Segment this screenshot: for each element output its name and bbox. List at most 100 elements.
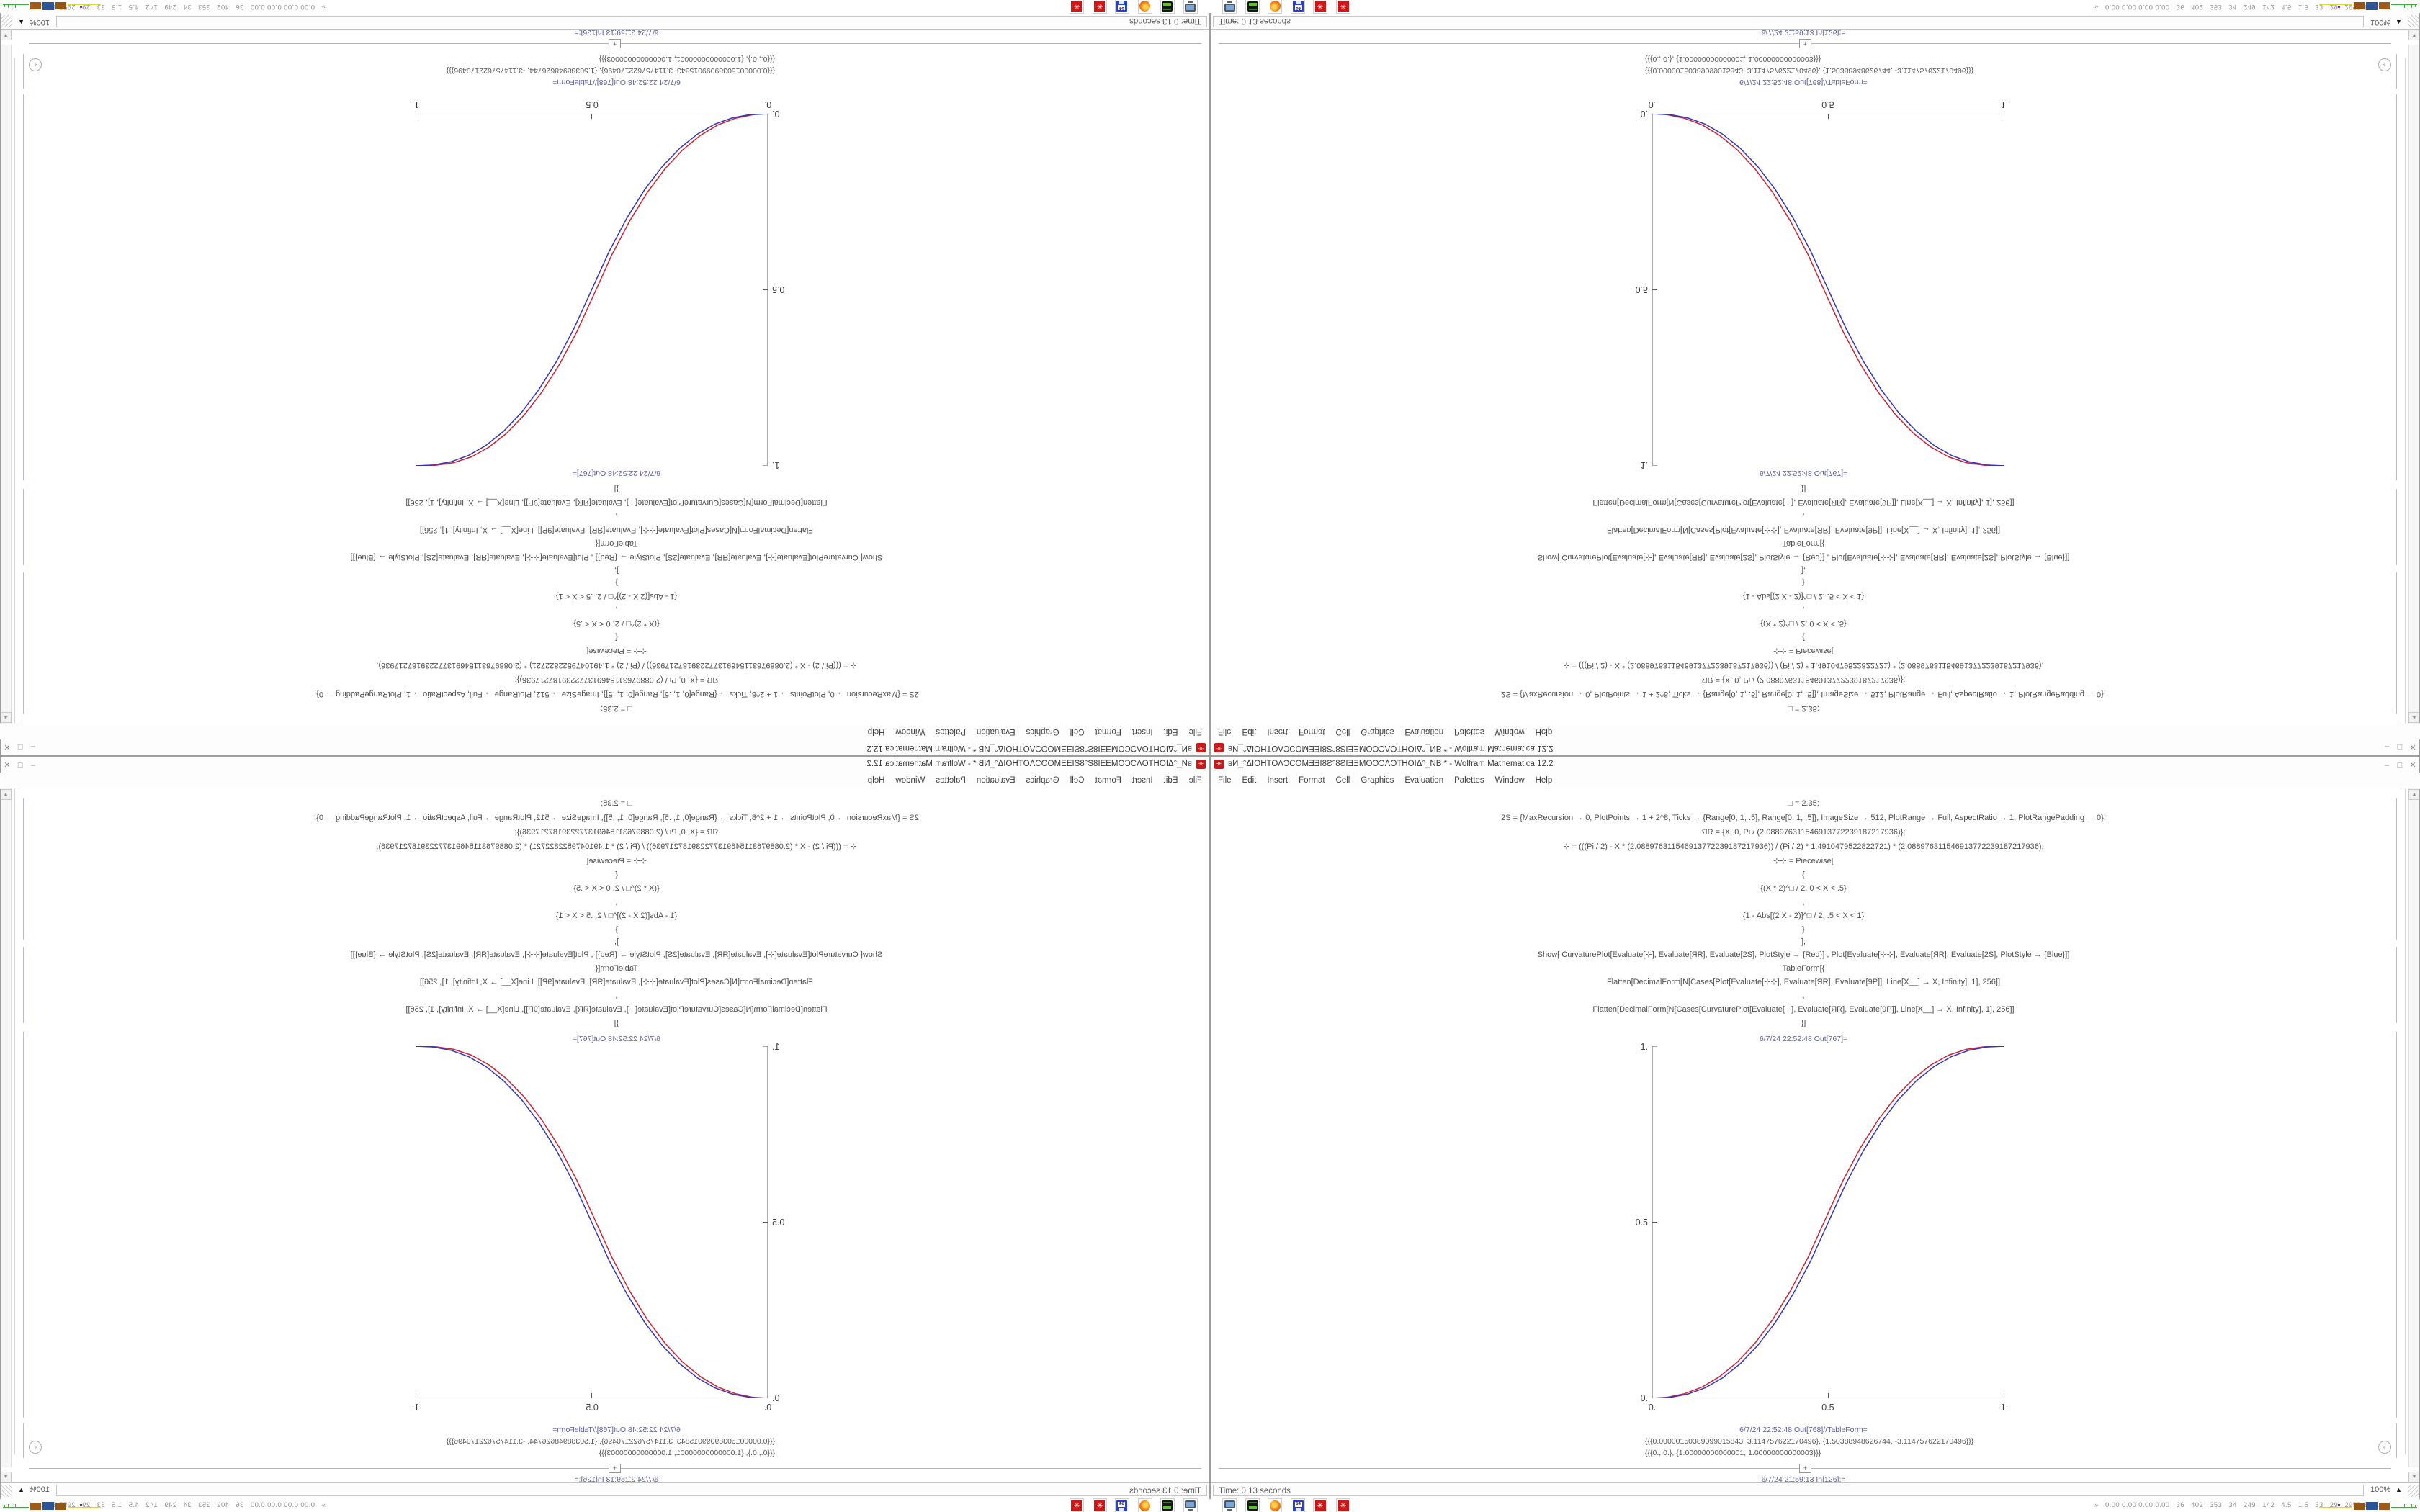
scrollbar-up-button[interactable]: ▲ [1, 712, 12, 723]
code-line[interactable]: } [1802, 578, 1805, 587]
code-line[interactable]: ⊹⊹ = Piecewise[ [586, 857, 647, 865]
code-line[interactable]: {1 - Abs[(2 X - 2)]^□ / 2, .5 < X < 1} [555, 912, 678, 920]
menu-cell[interactable]: Cell [1070, 776, 1085, 785]
code-line[interactable]: } [615, 925, 618, 934]
zoom-level[interactable]: 100% [29, 18, 50, 27]
menu-format[interactable]: Format [1095, 776, 1121, 785]
title-bar[interactable]: ✳ вИ_°ΔIOHTOΛƆCOMƎƎI8Ƨ°8ƧIƎƎMOOƆΛOTHOIΔ°… [1, 757, 1209, 773]
window-resize-grip[interactable] [2408, 15, 2419, 27]
monitor-icon[interactable] [1222, 1498, 1237, 1512]
zoom-level[interactable]: 100% [2370, 18, 2391, 27]
cell-bracket-input-2[interactable] [2396, 947, 2397, 1023]
code-line[interactable]: ⊹ = (((Pi / 2) - X * (2.0889763115469137… [1563, 842, 2044, 851]
menu-window[interactable]: Window [1494, 727, 1525, 736]
code-line[interactable]: {(X * 2)^□ / 2, 0 < X < .5} [573, 884, 660, 893]
menu-insert[interactable]: Insert [1267, 776, 1289, 785]
code-line[interactable]: }] [1801, 1019, 1806, 1027]
cell-bracket-output-plot[interactable] [2396, 1032, 2397, 1418]
code-line[interactable]: TableForm[{ [1782, 964, 1825, 973]
cell-bracket-output-plot[interactable] [2396, 94, 2397, 480]
zoom-level[interactable]: 100% [29, 1485, 50, 1494]
menu-edit[interactable]: Edit [1163, 727, 1178, 736]
code-line[interactable]: }] [1801, 485, 1806, 493]
scrollbar-up-button[interactable]: ▲ [2408, 712, 2419, 723]
code-line[interactable]: □ = 2.35; [601, 799, 632, 808]
code-line[interactable]: ЯR = {X, 0, Pi / (2.08897631154691377223… [514, 828, 719, 837]
code-line[interactable]: {1 - Abs[(2 X - 2)]^□ / 2, .5 < X < 1} [555, 592, 678, 600]
cell-bracket-input-2[interactable] [2396, 489, 2397, 565]
title-bar[interactable]: ✳ вИ_°ΔIOHTOΛƆCOMƎƎI8Ƨ°8ƧIƎƎMOOƆΛOTHOIΔ°… [1211, 757, 2419, 773]
menu-edit[interactable]: Edit [1242, 776, 1257, 785]
code-line[interactable]: ЯR = {X, 0, Pi / (2.08897631154691377223… [514, 675, 719, 684]
code-line[interactable]: Show[ CurvaturePlot[Evaluate[⊹], Evaluat… [350, 553, 883, 562]
floppy-64-icon[interactable]: 64 [1291, 1498, 1305, 1512]
cell-bracket-input-1[interactable] [23, 572, 24, 714]
code-line[interactable]: 2S = {MaxRecursion → 0, PlotPoints → 1 +… [314, 690, 919, 698]
menu-insert[interactable]: Insert [1131, 727, 1153, 736]
code-line[interactable]: ]; [614, 937, 619, 946]
dos-emulator-icon[interactable] [1245, 1498, 1260, 1512]
ticker-chevron-icon[interactable]: » [2094, 3, 2099, 11]
menu-format[interactable]: Format [1299, 776, 1325, 785]
floppy-64-icon[interactable]: 64 [1115, 1498, 1129, 1512]
menu-palettes[interactable]: Palettes [936, 776, 966, 785]
code-line[interactable]: ⊹⊹ = Piecewise[ [586, 647, 647, 655]
code-line[interactable]: 2S = {MaxRecursion → 0, PlotPoints → 1 +… [1501, 814, 2106, 822]
code-line[interactable]: { [1802, 633, 1805, 642]
cell-bracket-input-1[interactable] [23, 798, 24, 940]
close-button[interactable]: ✕ [2409, 761, 2416, 770]
insert-cell-plus-button[interactable]: + [609, 39, 621, 48]
code-line[interactable]: , [1802, 991, 1805, 1000]
cell-bracket-output-plot[interactable] [23, 1032, 24, 1418]
cell-bracket-output-table[interactable] [23, 54, 24, 89]
menu-insert[interactable]: Insert [1131, 776, 1153, 785]
window-resize-grip[interactable] [1, 15, 12, 27]
zoom-level[interactable]: 100% [2370, 1485, 2391, 1494]
close-button[interactable]: ✕ [4, 742, 11, 751]
menu-evaluation[interactable]: Evaluation [1404, 727, 1444, 736]
monitor-icon[interactable] [1183, 1498, 1198, 1512]
menu-palettes[interactable]: Palettes [936, 727, 966, 736]
cell-bracket-input-1[interactable] [2396, 798, 2397, 940]
menu-evaluation[interactable]: Evaluation [976, 776, 1016, 785]
code-line[interactable]: }] [614, 485, 619, 493]
code-line[interactable]: { [1802, 870, 1805, 879]
code-line[interactable]: Flatten[DecimalForm[N[Cases[Plot[Evaluat… [419, 526, 814, 534]
code-line[interactable]: 2S = {MaxRecursion → 0, PlotPoints → 1 +… [1501, 690, 2106, 698]
red-gear-icon[interactable]: ✳ [1313, 1498, 1327, 1512]
code-line[interactable]: ЯR = {X, 0, Pi / (2.08897631154691377223… [1701, 675, 1906, 684]
code-line[interactable]: Flatten[DecimalForm[N[Cases[CurvaturePlo… [1592, 498, 2015, 507]
menu-window[interactable]: Window [895, 727, 926, 736]
scrollbar-up-button[interactable]: ▲ [2408, 789, 2419, 800]
red-gear-icon[interactable]: ✳ [1336, 1498, 1350, 1512]
code-line[interactable]: { [615, 870, 618, 879]
cell-bracket-input-1[interactable] [2396, 572, 2397, 714]
code-line[interactable]: , [615, 898, 618, 906]
code-line[interactable]: , [1802, 898, 1805, 906]
vertical-scrollbar-track[interactable] [1, 45, 12, 724]
menu-palettes[interactable]: Palettes [1454, 776, 1484, 785]
insert-cell-plus-button[interactable]: + [609, 1464, 621, 1473]
insert-cell-plus-button[interactable]: + [1799, 39, 1811, 48]
code-line[interactable]: ]; [614, 566, 619, 575]
cell-bracket-input-2[interactable] [23, 947, 24, 1023]
code-line[interactable]: } [615, 578, 618, 587]
insert-cell-plus-button[interactable]: + [1799, 1464, 1811, 1473]
cell-bracket-output-table[interactable] [23, 1423, 24, 1458]
code-line[interactable]: { [615, 633, 618, 642]
code-line[interactable]: Show[ CurvaturePlot[Evaluate[⊹], Evaluat… [1537, 553, 2070, 562]
menu-graphics[interactable]: Graphics [1026, 776, 1059, 785]
code-line[interactable]: Flatten[DecimalForm[N[Cases[CurvaturePlo… [405, 498, 828, 507]
code-line[interactable]: ⊹ = (((Pi / 2) - X * (2.0889763115469137… [376, 661, 857, 670]
code-line[interactable]: Flatten[DecimalForm[N[Cases[Plot[Evaluat… [419, 978, 814, 986]
cell-bracket-input-2[interactable] [23, 489, 24, 565]
cell-bracket-output-plot[interactable] [23, 94, 24, 480]
scrollbar-up-button[interactable]: ▲ [1, 789, 12, 800]
red-gear-icon[interactable]: ✳ [1313, 0, 1327, 14]
dos-emulator-icon[interactable] [1160, 1498, 1175, 1512]
menu-window[interactable]: Window [895, 776, 926, 785]
minimize-button[interactable]: – [2384, 761, 2390, 770]
code-line[interactable]: TableForm[{ [1782, 539, 1825, 548]
vertical-scrollbar-track[interactable] [2408, 45, 2419, 724]
vertical-scrollbar-track[interactable] [1, 788, 12, 1467]
